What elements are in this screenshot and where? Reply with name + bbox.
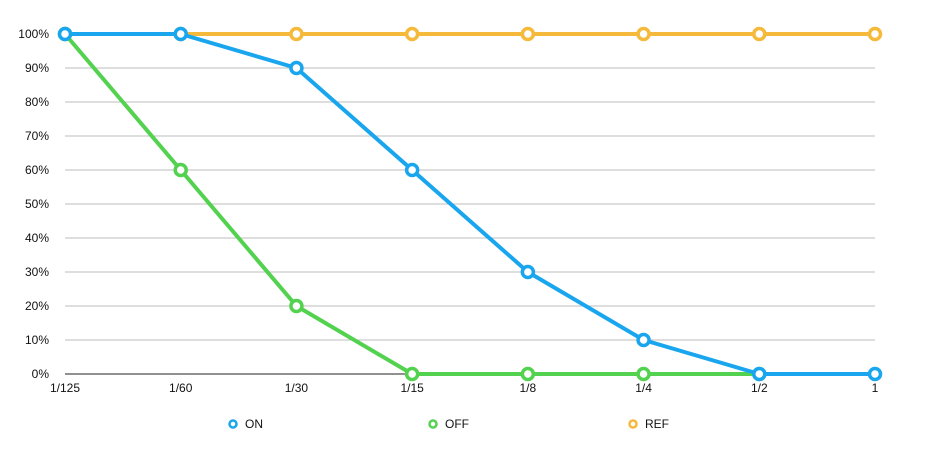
data-point-ref [520,26,536,42]
y-axis-ticks: 0% 10% 20% 30% 40% 50% 60% 70% 80% 90% 100% [18,27,49,381]
data-point-off [289,298,304,314]
series-on [57,26,883,382]
legend-label-off: OFF [445,417,469,431]
legend-label-ref: REF [645,417,669,431]
data-point-ref [867,26,883,42]
data-point-on [404,162,420,178]
data-point-on [520,264,536,280]
x-tick-label: 1/30 [285,381,309,395]
data-point-off [173,162,188,178]
data-point-off [520,366,536,382]
x-tick-label: 1/125 [50,381,80,395]
x-tick-label: 1/15 [400,381,424,395]
x-axis-ticks: 1/125 1/60 1/30 1/15 1/8 1/4 1/2 1 [50,381,879,395]
y-tick-label: 90% [25,61,49,75]
legend-marker-off [428,419,438,429]
y-tick-label: 50% [25,197,49,211]
x-tick-label: 1/60 [169,381,193,395]
x-tick-label: 1/8 [520,381,537,395]
legend-item-off: OFF [428,417,469,431]
data-point-on [752,366,767,382]
y-tick-label: 60% [25,163,49,177]
data-point-on [57,26,73,42]
legend-label-on: ON [245,417,263,431]
series-line-on [63,32,877,376]
data-point-off [404,366,420,382]
legend-marker-ref [628,419,638,429]
y-tick-label: 20% [25,299,49,313]
y-tick-label: 100% [18,27,49,41]
legend-item-ref: REF [628,417,669,431]
grid-lines [65,33,875,375]
data-point-on [867,366,883,382]
y-tick-label: 80% [25,95,49,109]
legend-item-on: ON [228,417,263,431]
x-tick-label: 1 [872,381,879,395]
data-point-on [289,60,304,76]
legend-marker-on [228,419,238,429]
y-tick-label: 30% [25,265,49,279]
data-point-on [173,26,188,42]
data-point-on [636,332,651,348]
y-tick-label: 70% [25,129,49,143]
data-point-off [636,366,651,382]
legend: ON OFF REF [228,417,669,431]
data-point-ref [636,26,651,42]
y-tick-label: 40% [25,231,49,245]
data-point-ref [404,26,420,42]
x-tick-label: 1/4 [635,381,652,395]
data-point-ref [289,26,304,42]
y-tick-label: 0% [32,367,50,381]
x-tick-label: 1/2 [751,381,768,395]
y-tick-label: 10% [25,333,49,347]
data-point-ref [752,26,767,42]
series-lines [57,26,883,382]
